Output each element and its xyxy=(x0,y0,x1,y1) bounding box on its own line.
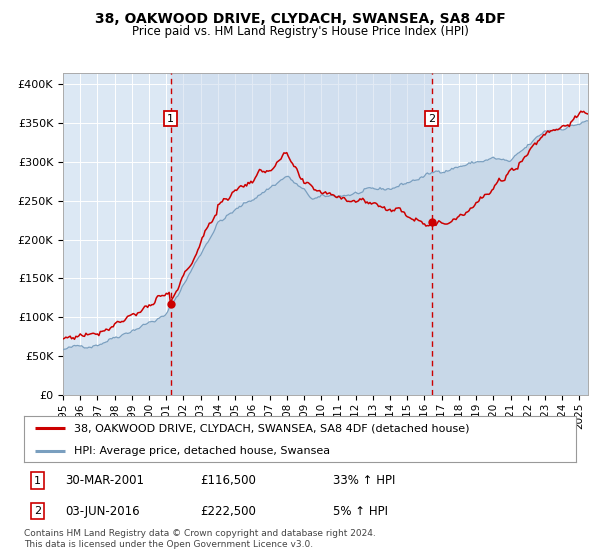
Text: 30-MAR-2001: 30-MAR-2001 xyxy=(65,474,145,487)
Text: Price paid vs. HM Land Registry's House Price Index (HPI): Price paid vs. HM Land Registry's House … xyxy=(131,25,469,38)
Text: 1: 1 xyxy=(167,114,174,124)
Text: 38, OAKWOOD DRIVE, CLYDACH, SWANSEA, SA8 4DF: 38, OAKWOOD DRIVE, CLYDACH, SWANSEA, SA8… xyxy=(95,12,505,26)
Text: HPI: Average price, detached house, Swansea: HPI: Average price, detached house, Swan… xyxy=(74,446,330,455)
Text: 33% ↑ HPI: 33% ↑ HPI xyxy=(333,474,395,487)
Text: 2: 2 xyxy=(428,114,435,124)
Text: 2: 2 xyxy=(34,506,41,516)
Text: £116,500: £116,500 xyxy=(200,474,257,487)
Bar xyxy=(170,73,432,395)
Text: 03-JUN-2016: 03-JUN-2016 xyxy=(65,505,140,517)
Text: Contains HM Land Registry data © Crown copyright and database right 2024.
This d: Contains HM Land Registry data © Crown c… xyxy=(24,529,376,549)
Text: 1: 1 xyxy=(34,475,41,486)
Text: 38, OAKWOOD DRIVE, CLYDACH, SWANSEA, SA8 4DF (detached house): 38, OAKWOOD DRIVE, CLYDACH, SWANSEA, SA8… xyxy=(74,423,469,433)
Text: £222,500: £222,500 xyxy=(200,505,257,517)
Text: 5% ↑ HPI: 5% ↑ HPI xyxy=(333,505,388,517)
